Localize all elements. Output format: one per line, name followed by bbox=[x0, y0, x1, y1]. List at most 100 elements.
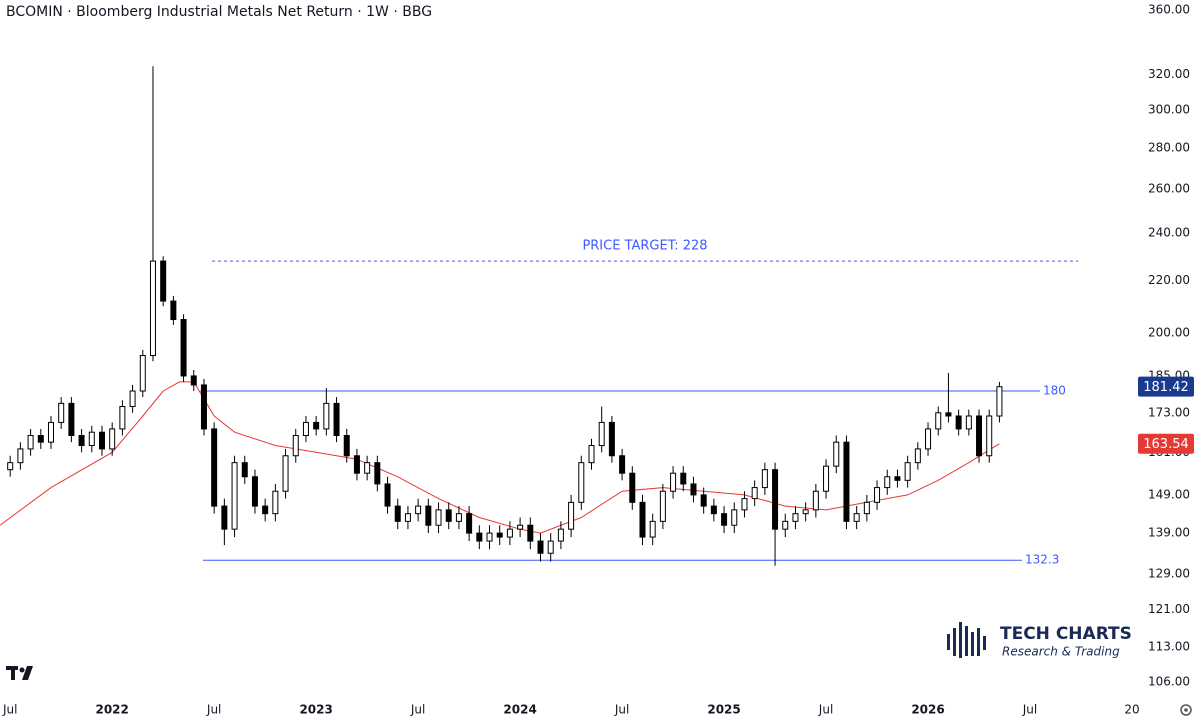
candle-body bbox=[68, 402, 75, 437]
ma-price-label: 163.54 bbox=[1143, 437, 1189, 452]
candle-body bbox=[343, 435, 350, 457]
candle-body bbox=[323, 402, 330, 430]
x-tick-label: 2025 bbox=[707, 703, 740, 717]
x-tick-label: 2022 bbox=[95, 703, 128, 717]
candle-body bbox=[200, 384, 207, 430]
candle-body bbox=[639, 501, 646, 538]
x-tick-label: Jul bbox=[818, 703, 833, 717]
candle-body bbox=[476, 532, 483, 542]
candle-body bbox=[486, 532, 493, 542]
candle-body bbox=[792, 513, 799, 522]
chart-title: BCOMIN · Bloomberg Industrial Metals Net… bbox=[6, 4, 432, 20]
candle-body bbox=[894, 476, 901, 481]
candle-body bbox=[568, 501, 575, 530]
candle-body bbox=[659, 490, 666, 522]
candle-body bbox=[160, 260, 167, 302]
candle-body bbox=[649, 520, 656, 538]
candle-body bbox=[935, 412, 942, 430]
settings-icon[interactable] bbox=[1180, 704, 1192, 716]
candle-body bbox=[731, 509, 738, 526]
candle-body bbox=[37, 435, 44, 443]
candle-body bbox=[619, 455, 626, 474]
candle-body bbox=[170, 300, 177, 321]
candle-body bbox=[333, 402, 340, 437]
candle-body bbox=[404, 513, 411, 522]
candle-body bbox=[251, 476, 258, 507]
candle-body bbox=[455, 513, 462, 522]
y-tick-label: 320.00 bbox=[1148, 67, 1190, 81]
candle-body bbox=[833, 441, 840, 467]
level-label: 132.3 bbox=[1025, 553, 1059, 567]
y-tick-label: 220.00 bbox=[1148, 273, 1190, 287]
level-label: PRICE TARGET: 228 bbox=[582, 239, 707, 254]
candle-body bbox=[853, 513, 860, 522]
candle-body bbox=[88, 431, 95, 447]
candle-body bbox=[710, 505, 717, 515]
candle-body bbox=[98, 431, 105, 450]
candle-body bbox=[119, 405, 126, 430]
y-tick-label: 149.00 bbox=[1148, 487, 1190, 501]
y-tick-label: 129.00 bbox=[1148, 567, 1190, 581]
candle-body bbox=[914, 448, 921, 464]
moving-average bbox=[0, 381, 1000, 534]
candle-body bbox=[945, 412, 952, 417]
candle-body bbox=[598, 421, 605, 447]
y-tick-label: 173.00 bbox=[1148, 405, 1190, 419]
candle-body bbox=[517, 524, 524, 530]
candle-body bbox=[435, 509, 442, 526]
candle-body bbox=[721, 513, 728, 526]
candle-body bbox=[496, 532, 503, 538]
candle-body bbox=[58, 402, 65, 423]
level-label: 180 bbox=[1043, 384, 1066, 398]
x-tick-label: Jul bbox=[206, 703, 221, 717]
candle-body bbox=[700, 494, 707, 507]
last-price-label: 181.42 bbox=[1143, 380, 1189, 395]
candle-body bbox=[190, 375, 197, 386]
x-tick-label: Jul bbox=[1022, 703, 1037, 717]
ma-price-label-box bbox=[1138, 433, 1194, 454]
candle-body bbox=[996, 386, 1003, 417]
candle-body bbox=[211, 428, 218, 507]
candle-body bbox=[925, 428, 932, 450]
candle-body bbox=[384, 483, 391, 507]
candle-body bbox=[47, 421, 54, 443]
candle-body bbox=[578, 462, 585, 503]
candle-body bbox=[445, 509, 452, 522]
y-tick-label: 121.00 bbox=[1148, 602, 1190, 616]
candle-body bbox=[976, 415, 983, 457]
candle-body bbox=[425, 505, 432, 526]
candle-body bbox=[241, 462, 248, 478]
candle-body bbox=[629, 472, 636, 503]
candle-body bbox=[608, 421, 615, 457]
candle-body bbox=[180, 319, 187, 377]
y-tick-label: 200.00 bbox=[1148, 326, 1190, 340]
tv-logo bbox=[6, 666, 33, 680]
candle-body bbox=[812, 490, 819, 511]
candle-body bbox=[802, 509, 809, 515]
candle-body bbox=[231, 462, 238, 530]
candle-body bbox=[986, 415, 993, 457]
candle-body bbox=[547, 540, 554, 554]
candle-body bbox=[863, 501, 870, 515]
candle-body bbox=[27, 435, 34, 450]
candle-body bbox=[221, 505, 228, 530]
candle-body bbox=[282, 455, 289, 492]
candle-body bbox=[353, 455, 360, 474]
x-tick-label: Jul bbox=[2, 703, 17, 717]
candle-body bbox=[537, 540, 544, 554]
candle-body bbox=[843, 441, 850, 522]
x-tick-label: 2024 bbox=[503, 703, 536, 717]
candle-body bbox=[129, 390, 136, 407]
candle-body bbox=[272, 490, 279, 515]
y-tick-label: 240.00 bbox=[1148, 225, 1190, 239]
x-tick-label: 20 bbox=[1124, 703, 1139, 717]
candle-body bbox=[313, 421, 320, 430]
candle-body bbox=[782, 520, 789, 530]
candle-body bbox=[78, 435, 85, 447]
y-tick-label: 139.00 bbox=[1148, 526, 1190, 540]
y-tick-label: 260.00 bbox=[1148, 181, 1190, 195]
candle-body bbox=[149, 260, 156, 357]
x-tick-label: Jul bbox=[614, 703, 629, 717]
candle-body bbox=[17, 448, 24, 464]
candle-body bbox=[772, 469, 779, 530]
